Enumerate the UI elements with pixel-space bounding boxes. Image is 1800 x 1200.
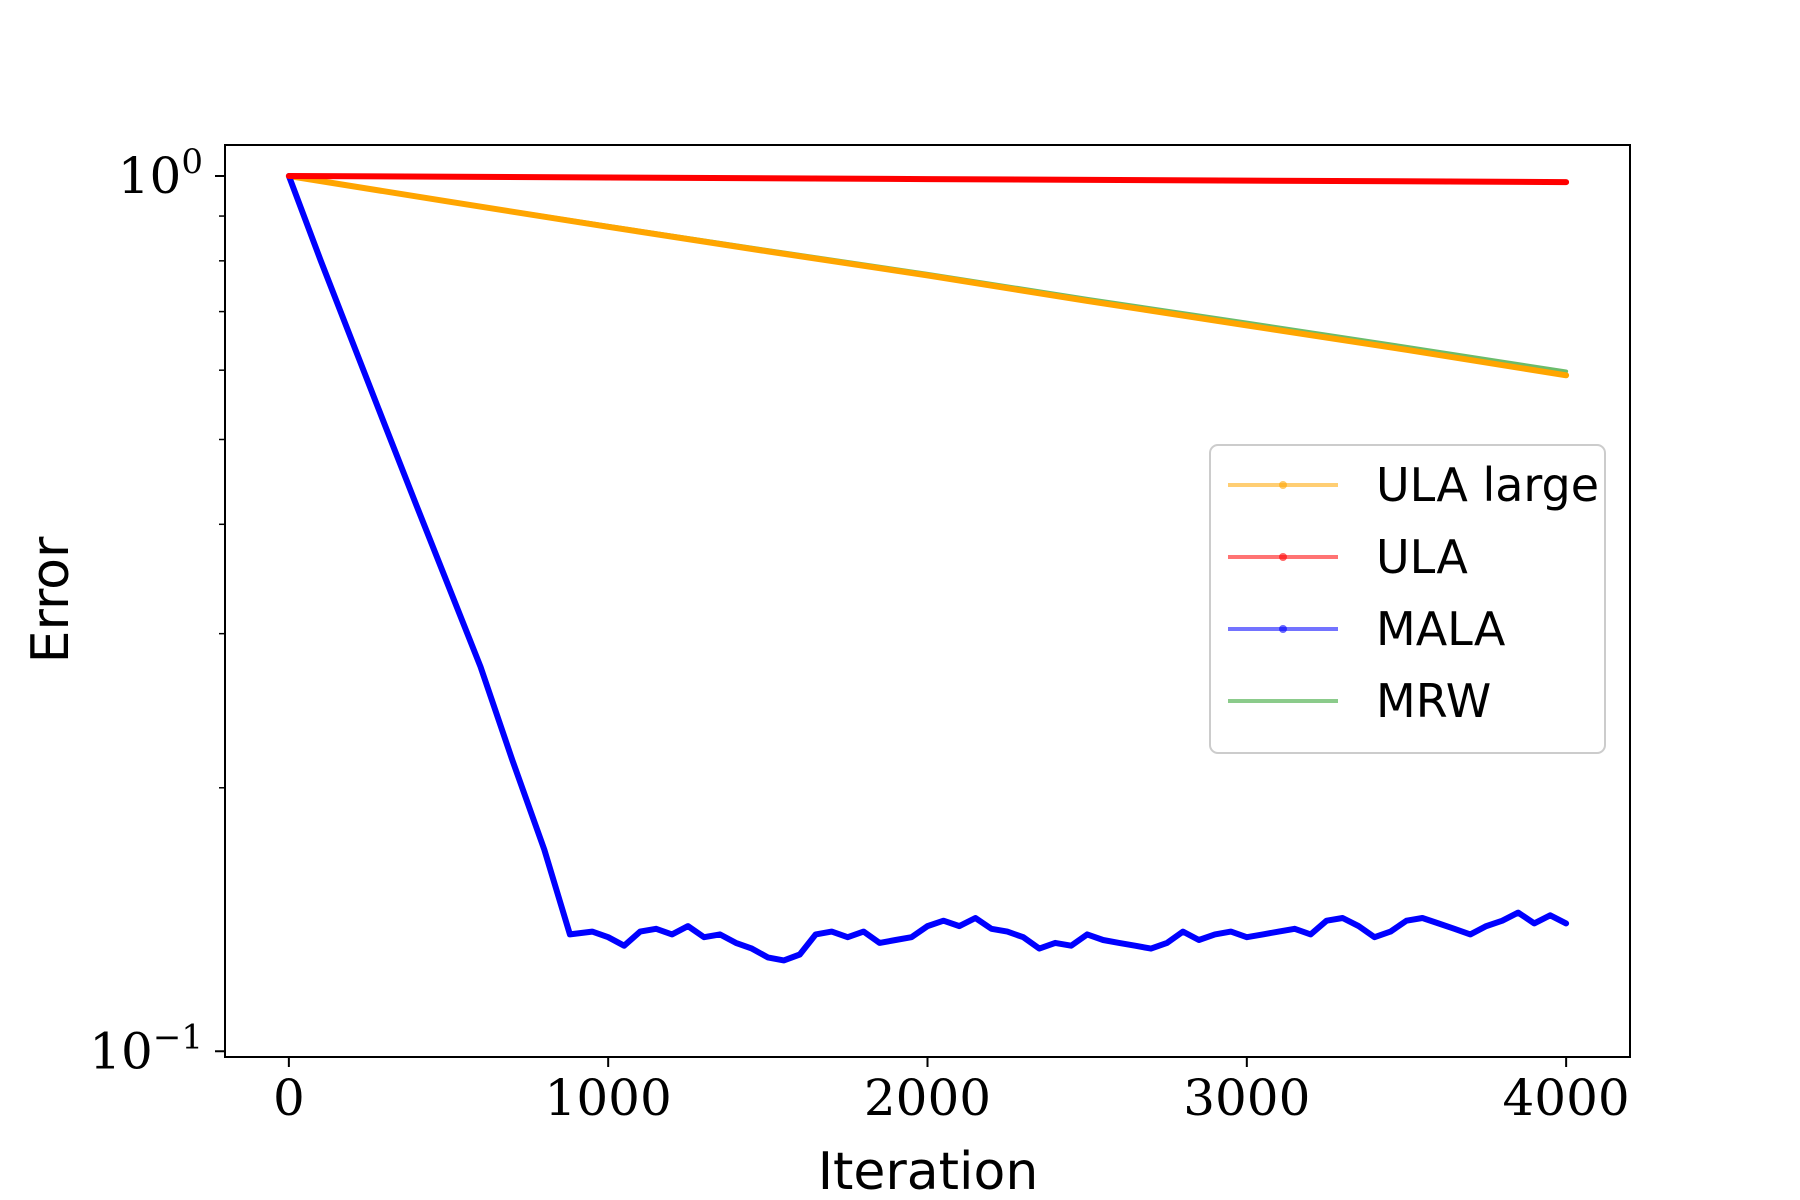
x-tick-label: 4000 xyxy=(1503,1069,1630,1127)
x-axis-label: Iteration xyxy=(818,1142,1039,1200)
x-tick-label: 2000 xyxy=(864,1069,991,1127)
legend-box xyxy=(1209,444,1606,754)
legend-label: ULA xyxy=(1376,530,1468,584)
x-tick-label: 1000 xyxy=(545,1069,672,1127)
x-tick-label: 3000 xyxy=(1183,1069,1310,1127)
series-line-ula xyxy=(285,173,1570,186)
legend-label: MALA xyxy=(1376,602,1506,656)
x-tick-label: 0 xyxy=(273,1069,305,1127)
legend: ULA large ULA MALA MRW xyxy=(1209,444,1606,754)
legend-marker xyxy=(1279,553,1287,561)
x-axis-ticks: 0 1000 2000 3000 4000 xyxy=(273,1057,1630,1127)
series-line-ula-large xyxy=(285,173,1570,379)
series-line-mala xyxy=(285,173,1570,964)
legend-label: ULA large xyxy=(1376,458,1599,512)
y-axis-ticks: 100 10−1 xyxy=(89,142,225,1080)
legend-label: MRW xyxy=(1376,674,1491,728)
series-layer xyxy=(285,173,1570,964)
y-tick-label: 100 xyxy=(118,142,203,205)
y-tick-label: 10−1 xyxy=(89,1017,203,1080)
y-axis-label: Error xyxy=(21,536,81,663)
legend-marker xyxy=(1279,625,1287,633)
legend-marker xyxy=(1279,481,1287,489)
